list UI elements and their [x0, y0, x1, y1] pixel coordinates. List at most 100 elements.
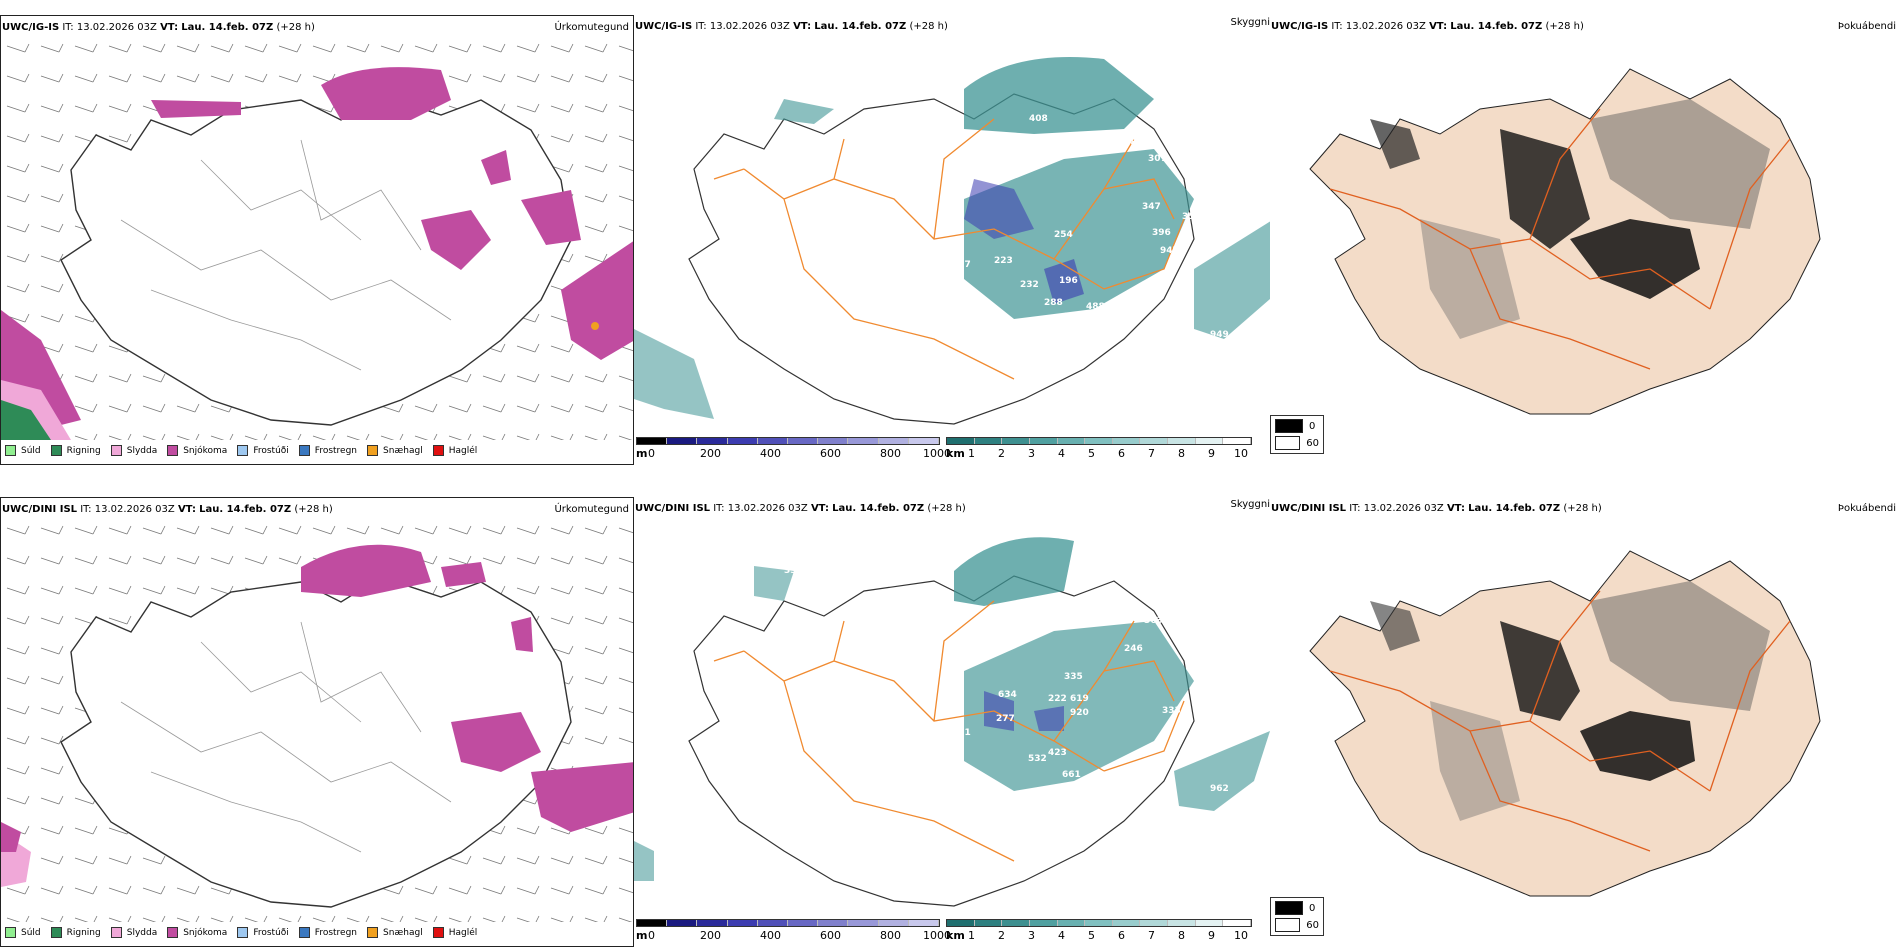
cover-swatch	[1275, 918, 1301, 932]
lead-time: (+28 h)	[276, 22, 315, 33]
precip-map	[1, 40, 633, 440]
legend-item-slydda: Slydda	[110, 445, 157, 456]
model-name: UWC/IG-IS	[635, 21, 693, 32]
it-value: 13.02.2026 03Z	[709, 21, 790, 32]
precip-legend: Súld Rigning Slydda Snjókoma Frostúði Fr…	[5, 445, 477, 456]
vt-label: VT:	[810, 503, 829, 514]
vis-label: 307	[1148, 154, 1167, 164]
vis-label: 223	[994, 256, 1013, 266]
legend-item-sudd: Súld	[5, 927, 41, 938]
scale-unit: km	[946, 929, 965, 942]
colorbar-km	[946, 437, 1252, 445]
vt-label: VT:	[1446, 503, 1465, 514]
legend-swatch	[50, 445, 62, 456]
vt-value: Lau. 14.feb. 07Z	[1468, 503, 1561, 514]
vis-label: 634	[998, 690, 1017, 700]
vis-label: 232	[1020, 280, 1039, 290]
precip-panel-top: UWC/IG-IS IT: 13.02.2026 03Z VT: Lau. 14…	[0, 15, 634, 465]
vis-label: 137	[952, 260, 971, 270]
lead-time: (+28 h)	[927, 503, 966, 514]
it-label: IT:	[713, 503, 725, 514]
vt-value: Lau. 14.feb. 07Z	[181, 22, 274, 33]
it-value: 13.02.2026 03Z	[94, 504, 175, 515]
vis-label: 962	[1210, 784, 1229, 794]
legend-item-rigning: Rigning	[50, 445, 101, 456]
legend-item-snjokoma: Snjókoma	[167, 445, 227, 456]
it-value: 13.02.2026 03Z	[1345, 21, 1426, 32]
legend-swatch	[237, 445, 249, 456]
panel-header: UWC/IG-IS IT: 13.02.2026 03Z VT: Lau. 14…	[635, 21, 948, 32]
precip-legend: Súld Rigning Slydda Snjókoma Frostúði Fr…	[5, 927, 477, 938]
legend-item-snaehagl: Snæhagl	[367, 445, 423, 456]
cover-legend-row: 0	[1275, 419, 1319, 433]
visibility-map: 408 201 338 307 347 355 396 947 254 223 …	[634, 57, 1270, 425]
lead-time: (+28 h)	[294, 504, 333, 515]
legend-swatch	[298, 445, 310, 456]
cover-legend-row: 60	[1275, 918, 1319, 932]
cover-legend: 0 60	[1270, 415, 1324, 454]
legend-item-frostudi: Frostúði	[237, 927, 289, 938]
cover-swatch	[1275, 436, 1301, 450]
vis-label: 254	[1054, 230, 1073, 240]
legend-item-sudd: Súld	[5, 445, 41, 456]
model-name: UWC/IG-IS	[2, 22, 60, 33]
precip-panel-bottom: UWC/DINI ISL IT: 13.02.2026 03Z VT: Lau.…	[0, 497, 634, 947]
scale-km: km 1 2 3 4 5 6 7 8 9 10	[946, 437, 1266, 463]
scale-m: m 0 200 400 600 800 1000	[636, 437, 951, 463]
it-value: 13.02.2026 03Z	[727, 503, 808, 514]
panel-title: Þokuábendi	[1837, 21, 1896, 32]
cloud-panel-top: UWC/IG-IS IT: 13.02.2026 03Z VT: Lau. 14…	[1270, 15, 1900, 465]
vis-label: 222	[1048, 694, 1067, 704]
panel-header: UWC/DINI ISL IT: 13.02.2026 03Z VT: Lau.…	[2, 504, 333, 515]
vis-label: 423	[1048, 748, 1067, 758]
vis-label: 619	[1070, 694, 1089, 704]
vis-label: 251	[952, 728, 971, 738]
cover-swatch	[1275, 419, 1303, 433]
legend-item-frostregn: Frostregn	[298, 445, 357, 456]
lead-time: (+28 h)	[1545, 21, 1584, 32]
vis-label: 196	[1059, 276, 1078, 286]
legend-swatch	[167, 445, 179, 456]
it-value: 13.02.2026 03Z	[76, 22, 157, 33]
panel-header: UWC/DINI ISL IT: 13.02.2026 03Z VT: Lau.…	[635, 503, 966, 514]
vis-label: 335	[1064, 672, 1083, 682]
model-name: UWC/DINI ISL	[2, 504, 78, 515]
cover-legend: 0 60	[1270, 897, 1324, 936]
panel-header: UWC/IG-IS IT: 13.02.2026 03Z VT: Lau. 14…	[1271, 21, 1584, 32]
legend-swatch	[5, 927, 16, 938]
cover-legend-row: 0	[1275, 901, 1319, 915]
legend-item-frostregn: Frostregn	[298, 927, 357, 938]
iceland-outline	[60, 94, 572, 426]
scale-unit: m	[636, 929, 648, 942]
vis-label: 396	[1152, 228, 1171, 238]
vis-label: 277	[996, 714, 1015, 724]
scale-km: km 1 2 3 4 5 6 7 8 9 10	[946, 919, 1266, 945]
vis-label: 288	[1044, 298, 1063, 308]
legend-swatch	[110, 445, 122, 456]
it-label: IT:	[1349, 503, 1361, 514]
legend-item-snaehagl: Snæhagl	[367, 927, 423, 938]
vis-label: 920	[1070, 708, 1089, 718]
legend-swatch	[110, 927, 122, 938]
scale-unit: km	[946, 447, 965, 460]
vis-label: 318	[1064, 312, 1083, 322]
vis-label: 532	[1028, 754, 1047, 764]
legend-item-frostudi: Frostúði	[237, 445, 289, 456]
precip-map	[1, 522, 633, 922]
vis-label: 333	[784, 566, 803, 576]
legend-swatch	[5, 445, 16, 456]
legend-swatch	[432, 445, 444, 456]
model-name: UWC/IG-IS	[1271, 21, 1329, 32]
legend-item-snjokoma: Snjókoma	[167, 927, 227, 938]
legend-item-slydda: Slydda	[110, 927, 157, 938]
colorbar-m	[636, 919, 940, 927]
cover-legend-row: 60	[1275, 436, 1319, 450]
panel-title: Skyggni	[1230, 499, 1270, 510]
vt-label: VT:	[793, 21, 812, 32]
vt-label: VT:	[160, 22, 179, 33]
panel-title: Þokuábendi	[1837, 503, 1896, 514]
vis-label: 488	[1086, 302, 1105, 312]
vis-label: 363	[1144, 616, 1163, 626]
cloud-map	[1309, 550, 1821, 897]
legend-swatch	[298, 927, 310, 938]
